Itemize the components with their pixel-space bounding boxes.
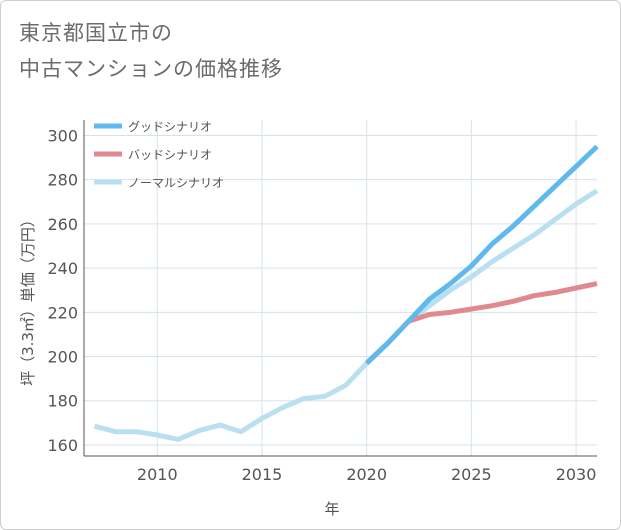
x-tick-label: 2025 bbox=[451, 465, 492, 484]
y-axis-title: 坪（3.3㎡）単価（万円） bbox=[19, 212, 37, 386]
series-line bbox=[364, 144, 599, 366]
y-tick-label: 240 bbox=[47, 259, 78, 278]
x-tick-label: 2030 bbox=[556, 465, 597, 484]
chart-title: 東京都国立市の 中古マンションの価格推移 bbox=[19, 15, 439, 87]
plot-area bbox=[84, 120, 597, 456]
y-tick-label: 200 bbox=[47, 348, 78, 367]
x-tick-label: 2020 bbox=[346, 465, 387, 484]
y-tick-label: 160 bbox=[47, 436, 78, 455]
legend-label: ノーマルシナリオ bbox=[128, 176, 224, 190]
chart-ticks: 160 180 200 220 240 260 280 300 2010 2015 2020 2025… bbox=[47, 126, 596, 484]
y-tick-label: 220 bbox=[47, 303, 78, 322]
y-tick-label: 280 bbox=[47, 171, 78, 190]
chart-title-line-1: 東京都国立市の bbox=[19, 21, 173, 45]
chart-title-line-2: 中古マンションの価格推移 bbox=[19, 57, 283, 81]
x-axis-title: 年 bbox=[324, 500, 339, 518]
y-tick-label: 260 bbox=[47, 215, 78, 234]
x-tick-label: 2015 bbox=[242, 465, 283, 484]
chart-axes bbox=[83, 120, 597, 457]
x-tick-label: 2010 bbox=[137, 465, 178, 484]
y-tick-label: 300 bbox=[47, 126, 78, 145]
y-tick-label: 180 bbox=[47, 392, 78, 411]
chart-grid bbox=[84, 120, 597, 456]
legend-label: グッドシナリオ bbox=[128, 120, 212, 134]
legend-label: バッドシナリオ bbox=[128, 148, 212, 162]
series-line bbox=[93, 188, 599, 442]
chart-series bbox=[93, 144, 599, 442]
